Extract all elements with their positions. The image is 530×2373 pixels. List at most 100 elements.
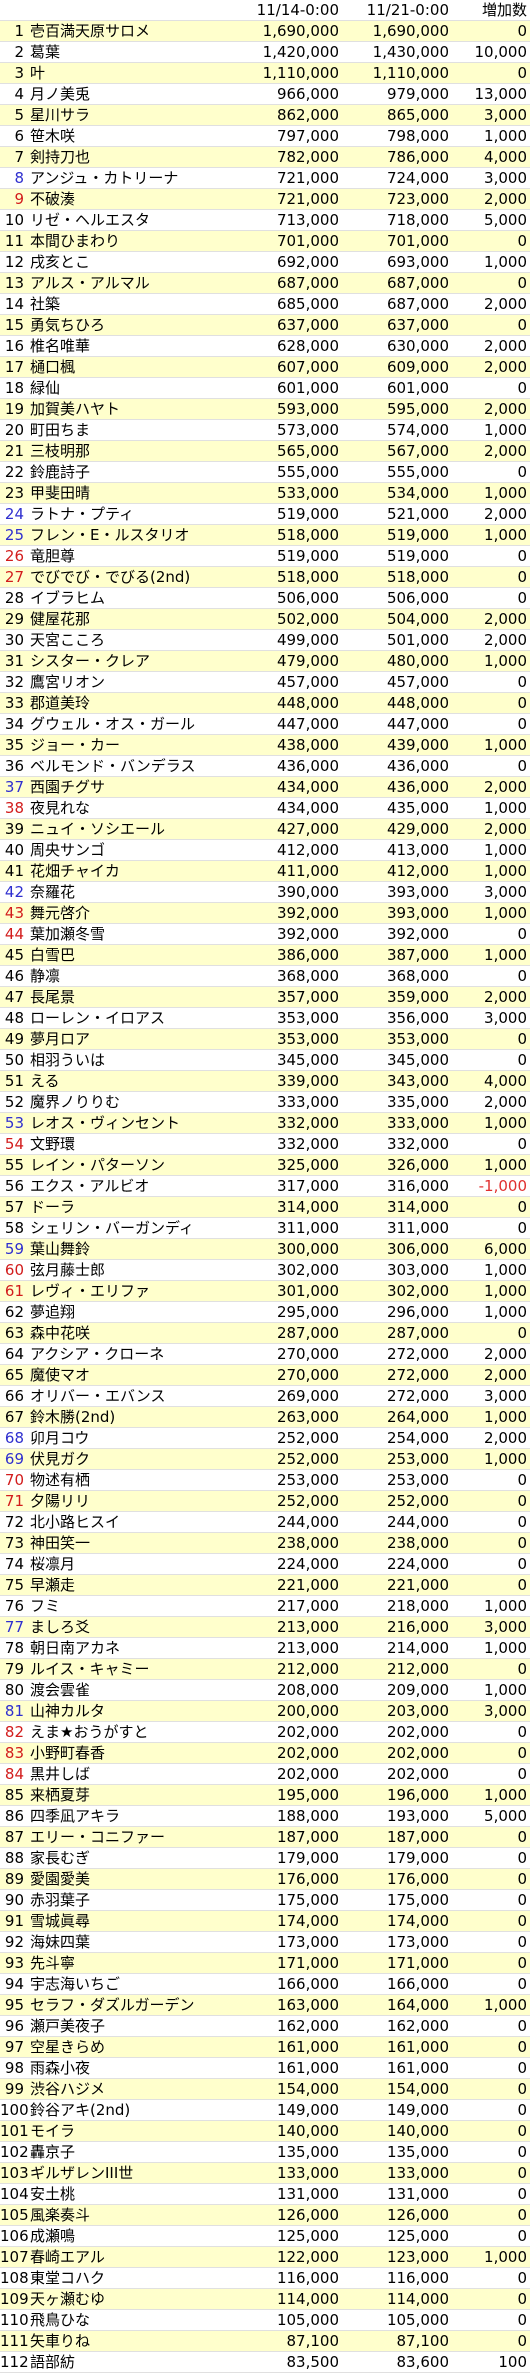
name-cell: 月ノ美兎: [28, 83, 242, 106]
rank-cell: 13: [0, 272, 28, 295]
table-row: 36 ベルモンド・バンデラス 436,000 436,000 0: [0, 755, 530, 778]
increase-cell: 0: [452, 2330, 530, 2353]
increase-cell: 2,000: [452, 293, 530, 316]
count-start-cell: 300,000: [242, 1238, 342, 1261]
rank-cell: 49: [0, 1028, 28, 1051]
count-start-cell: 173,000: [242, 1931, 342, 1954]
count-end-cell: 316,000: [342, 1175, 452, 1198]
count-end-cell: 253,000: [342, 1448, 452, 1471]
count-start-cell: 685,000: [242, 293, 342, 316]
count-end-cell: 218,000: [342, 1595, 452, 1618]
increase-cell: 0: [452, 1574, 530, 1597]
count-end-cell: 701,000: [342, 230, 452, 253]
count-start-cell: 287,000: [242, 1322, 342, 1345]
table-row: 89 愛園愛美 176,000 176,000 0: [0, 1868, 530, 1891]
header-increase: 増加数: [452, 0, 530, 22]
name-cell: アルス・アルマル: [28, 272, 242, 295]
count-end-cell: 272,000: [342, 1364, 452, 1387]
count-start-cell: 263,000: [242, 1406, 342, 1429]
table-row: 48 ローレン・イロアス 353,000 356,000 3,000: [0, 1007, 530, 1030]
increase-cell: 1,000: [452, 125, 530, 148]
increase-cell: 1,000: [452, 650, 530, 673]
count-end-cell: 439,000: [342, 734, 452, 757]
rank-cell: 73: [0, 1532, 28, 1555]
table-row: 2 葛葉 1,420,000 1,430,000 10,000: [0, 41, 530, 64]
count-start-cell: 154,000: [242, 2078, 342, 2101]
count-end-cell: 555,000: [342, 461, 452, 484]
count-start-cell: 202,000: [242, 1763, 342, 1786]
name-cell: 椎名唯華: [28, 335, 242, 358]
name-cell: エクス・アルビオ: [28, 1175, 242, 1198]
increase-cell: 0: [452, 1931, 530, 1954]
name-cell: 夢月ロア: [28, 1028, 242, 1051]
count-end-cell: 140,000: [342, 2120, 452, 2143]
increase-cell: 0: [452, 230, 530, 253]
count-end-cell: 133,000: [342, 2162, 452, 2185]
name-cell: 白雪巴: [28, 944, 242, 967]
count-start-cell: 140,000: [242, 2120, 342, 2143]
rank-cell: 36: [0, 755, 28, 778]
count-start-cell: 311,000: [242, 1217, 342, 1240]
increase-cell: 1,000: [452, 1448, 530, 1471]
increase-cell: 0: [452, 713, 530, 736]
increase-cell: 1,000: [452, 1112, 530, 1135]
table-row: 55 レイン・パターソン 325,000 326,000 1,000: [0, 1154, 530, 1177]
table-row: 34 グウェル・オス・ガール 447,000 447,000 0: [0, 713, 530, 736]
count-start-cell: 353,000: [242, 1007, 342, 1030]
count-end-cell: 519,000: [342, 545, 452, 568]
increase-cell: 0: [452, 1217, 530, 1240]
table-row: 112 語部紡 83,500 83,600 100: [0, 2351, 530, 2373]
table-row: 5 星川サラ 862,000 865,000 3,000: [0, 104, 530, 127]
rank-cell: 45: [0, 944, 28, 967]
rank-cell: 27: [0, 566, 28, 589]
table-row: 41 花畑チャイカ 411,000 412,000 1,000: [0, 860, 530, 883]
table-row: 3 叶 1,110,000 1,110,000 0: [0, 62, 530, 85]
rank-cell: 74: [0, 1553, 28, 1576]
count-start-cell: 721,000: [242, 167, 342, 190]
count-start-cell: 519,000: [242, 545, 342, 568]
count-start-cell: 105,000: [242, 2309, 342, 2332]
increase-cell: 1,000: [452, 1280, 530, 1303]
name-cell: 健屋花那: [28, 608, 242, 631]
table-row: 22 鈴鹿詩子 555,000 555,000 0: [0, 461, 530, 484]
name-cell: 勇気ちひろ: [28, 314, 242, 337]
table-row: 81 山神カルタ 200,000 203,000 3,000: [0, 1700, 530, 1723]
increase-cell: 0: [452, 1721, 530, 1744]
rank-cell: 63: [0, 1322, 28, 1345]
table-row: 40 周央サンゴ 412,000 413,000 1,000: [0, 839, 530, 862]
increase-cell: 0: [452, 692, 530, 715]
count-end-cell: 179,000: [342, 1847, 452, 1870]
count-start-cell: 224,000: [242, 1553, 342, 1576]
count-end-cell: 979,000: [342, 83, 452, 106]
table-row: 43 舞元啓介 392,000 393,000 1,000: [0, 902, 530, 925]
table-row: 52 魔界ノりりむ 333,000 335,000 2,000: [0, 1091, 530, 1114]
table-row: 26 竜胆尊 519,000 519,000 0: [0, 545, 530, 568]
name-cell: 朝日南アカネ: [28, 1637, 242, 1660]
rank-cell: 2: [0, 41, 28, 64]
name-cell: 竜胆尊: [28, 545, 242, 568]
count-end-cell: 387,000: [342, 944, 452, 967]
table-row: 38 夜見れな 434,000 435,000 1,000: [0, 797, 530, 820]
rank-cell: 93: [0, 1952, 28, 1975]
table-row: 46 静凛 368,000 368,000 0: [0, 965, 530, 988]
rank-cell: 94: [0, 1973, 28, 1996]
name-cell: レオス・ヴィンセント: [28, 1112, 242, 1135]
count-end-cell: 521,000: [342, 503, 452, 526]
rank-cell: 31: [0, 650, 28, 673]
table-row: 82 えま★おうがすと 202,000 202,000 0: [0, 1721, 530, 1744]
rank-cell: 60: [0, 1259, 28, 1282]
increase-cell: 0: [452, 671, 530, 694]
rank-cell: 25: [0, 524, 28, 547]
rank-cell: 71: [0, 1490, 28, 1513]
rank-cell: 87: [0, 1826, 28, 1849]
rank-cell: 33: [0, 692, 28, 715]
increase-cell: 1,000: [452, 860, 530, 883]
table-row: 101 モイラ 140,000 140,000 0: [0, 2120, 530, 2143]
count-start-cell: 188,000: [242, 1805, 342, 1828]
name-cell: シスター・クレア: [28, 650, 242, 673]
increase-cell: 1,000: [452, 944, 530, 967]
table-row: 75 早瀬走 221,000 221,000 0: [0, 1574, 530, 1597]
table-row: 24 ラトナ・プティ 519,000 521,000 2,000: [0, 503, 530, 526]
rank-cell: 97: [0, 2036, 28, 2059]
name-cell: 山神カルタ: [28, 1700, 242, 1723]
